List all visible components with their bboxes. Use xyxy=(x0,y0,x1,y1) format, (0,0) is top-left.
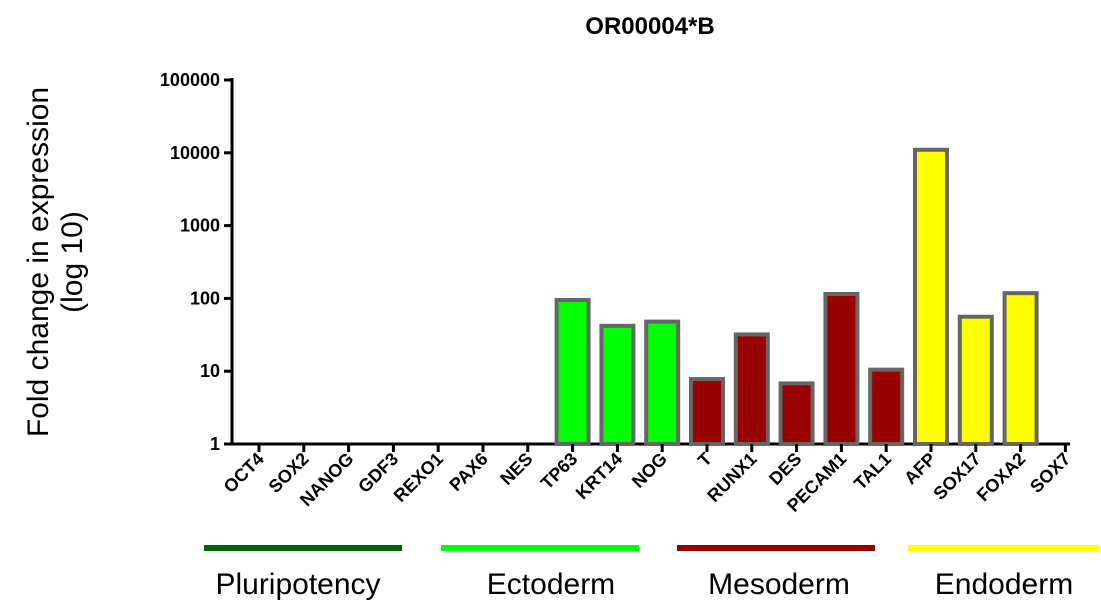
group-label-mesoderm: Mesoderm xyxy=(708,568,850,601)
x-tick-label-oct4: OCT4 xyxy=(220,449,268,497)
y-tick-label: 1000 xyxy=(180,216,220,236)
x-tick-label-foxa2: FOXA2 xyxy=(973,449,1030,506)
x-tick-label-krt14: KRT14 xyxy=(572,449,626,503)
bar-nog xyxy=(644,319,681,447)
y-tick-label: 10 xyxy=(200,361,220,381)
group-label-ectoderm: Ectoderm xyxy=(487,568,615,601)
y-axis-label-line-2: (log 10) xyxy=(56,211,89,313)
bar-krt14 xyxy=(599,323,636,446)
y-tick-label: 10000 xyxy=(170,143,220,163)
bar-afp xyxy=(913,147,949,446)
y-axis-label: Fold change in expression (log 10) xyxy=(22,87,89,437)
bar-runx1 xyxy=(733,332,770,446)
bar-des xyxy=(778,381,815,446)
x-tick-label-rexo1: REXO1 xyxy=(390,449,447,506)
plot-area: 110100100010000100000OCT4SOX2NANOGGDF3RE… xyxy=(160,70,1099,601)
x-tick-label-runx1: RUNX1 xyxy=(703,449,760,506)
chart-title: OR00004*B xyxy=(585,13,714,40)
y-tick-label: 100 xyxy=(190,288,220,308)
group-label-endoderm: Endoderm xyxy=(935,568,1073,601)
bar-foxa2 xyxy=(1002,291,1039,446)
y-axis-label-line-1: Fold change in expression xyxy=(22,87,55,437)
bar-tal1 xyxy=(868,367,905,446)
bar-t xyxy=(689,377,725,446)
y-tick-label: 1 xyxy=(210,434,220,454)
x-tick-label-pax6: PAX6 xyxy=(445,449,491,495)
bar-tp63 xyxy=(554,298,591,446)
x-tick-label-sox7: SOX7 xyxy=(1026,449,1074,497)
bar-pecam1 xyxy=(823,291,860,446)
bar-sox17 xyxy=(957,314,994,446)
y-tick-label: 100000 xyxy=(160,70,220,90)
group-label-pluripotency: Pluripotency xyxy=(215,568,380,601)
x-tick-label-afp: AFP xyxy=(900,449,940,489)
x-tick-label-nes: NES xyxy=(496,449,536,489)
x-tick-label-nog: NOG xyxy=(628,449,671,492)
x-tick-label-des: DES xyxy=(765,449,805,489)
x-tick-label-t: T xyxy=(694,449,716,471)
x-tick-label-tal1: TAL1 xyxy=(850,449,895,494)
